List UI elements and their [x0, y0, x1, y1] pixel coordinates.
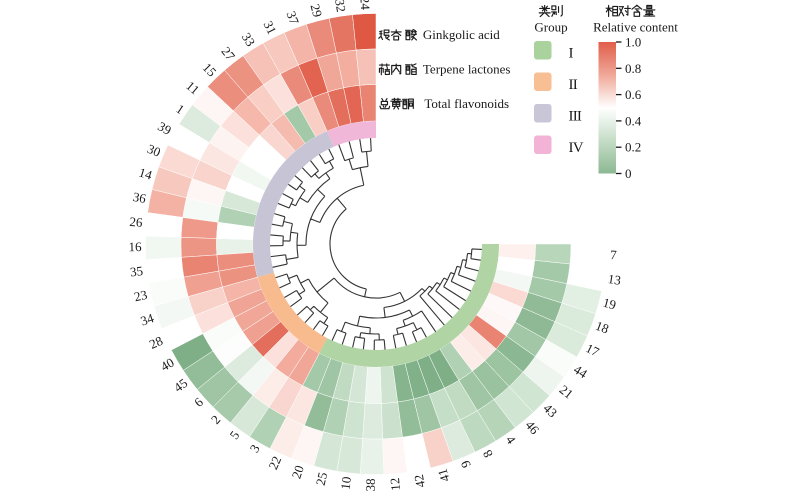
- svg-text:10: 10: [338, 476, 354, 491]
- svg-text:38: 38: [363, 478, 378, 491]
- svg-text:12: 12: [387, 477, 403, 491]
- svg-text:0: 0: [625, 166, 632, 181]
- svg-text:Relative content: Relative content: [593, 20, 678, 35]
- svg-text:29: 29: [308, 2, 326, 18]
- svg-text:1.0: 1.0: [625, 35, 641, 50]
- svg-text:36: 36: [132, 189, 148, 206]
- svg-text:III: III: [569, 109, 582, 125]
- svg-text:13: 13: [607, 271, 622, 288]
- svg-text:II: II: [569, 77, 578, 93]
- svg-text:42: 42: [411, 473, 428, 489]
- svg-text:0.6: 0.6: [625, 87, 642, 102]
- svg-text:16: 16: [128, 239, 142, 254]
- svg-text:28: 28: [147, 333, 165, 352]
- svg-text:Ginkgolic acid: Ginkgolic acid: [423, 27, 500, 42]
- svg-text:37: 37: [284, 9, 303, 27]
- svg-text:Group: Group: [534, 20, 567, 35]
- svg-text:0.2: 0.2: [625, 140, 641, 155]
- svg-text:Total flavonoids: Total flavonoids: [424, 96, 509, 111]
- svg-text:0.4: 0.4: [625, 113, 642, 128]
- svg-text:23: 23: [133, 287, 149, 304]
- svg-text:32: 32: [332, 0, 349, 13]
- svg-text:22: 22: [265, 454, 284, 472]
- svg-text:IV: IV: [569, 140, 584, 156]
- svg-text:19: 19: [601, 295, 617, 313]
- svg-text:35: 35: [129, 263, 144, 279]
- svg-text:18: 18: [593, 318, 610, 337]
- svg-text:20: 20: [289, 463, 307, 480]
- svg-text:26: 26: [129, 214, 144, 230]
- svg-text:41: 41: [434, 467, 452, 484]
- svg-text:I: I: [569, 46, 574, 62]
- svg-text:24: 24: [357, 0, 373, 11]
- svg-text:34: 34: [139, 310, 157, 329]
- svg-text:9: 9: [457, 458, 473, 470]
- svg-text:0.8: 0.8: [625, 61, 641, 76]
- svg-text:30: 30: [145, 141, 163, 160]
- svg-text:31: 31: [261, 18, 280, 36]
- svg-text:Terpene lactones: Terpene lactones: [423, 61, 511, 76]
- svg-text:25: 25: [313, 471, 330, 487]
- svg-text:39: 39: [155, 118, 174, 137]
- svg-text:7: 7: [610, 247, 618, 262]
- svg-text:14: 14: [137, 165, 154, 183]
